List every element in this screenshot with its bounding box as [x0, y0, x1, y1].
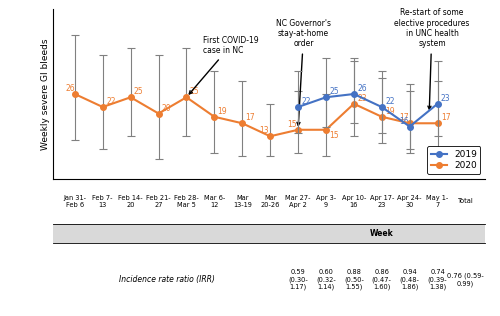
Text: May 1-
7: May 1- 7	[426, 195, 448, 208]
Text: Apr 17-
23: Apr 17- 23	[370, 195, 394, 208]
Text: 15: 15	[330, 131, 339, 140]
Text: 17: 17	[399, 113, 408, 122]
Text: Week: Week	[370, 229, 394, 238]
Text: 22: 22	[385, 97, 394, 106]
Text: NC Governor's
stay-at-home
order: NC Governor's stay-at-home order	[276, 19, 331, 125]
Text: Mar
20-26: Mar 20-26	[260, 195, 280, 208]
Text: Feb 21-
27: Feb 21- 27	[146, 195, 171, 208]
Text: Apr 3-
9: Apr 3- 9	[316, 195, 336, 208]
Text: Mar 27-
Apr 2: Mar 27- Apr 2	[286, 195, 311, 208]
Text: 0.60
(0.32-
1.14): 0.60 (0.32- 1.14)	[316, 269, 336, 290]
Legend: 2019, 2020: 2019, 2020	[427, 146, 480, 174]
Text: 26: 26	[65, 84, 74, 93]
Text: Re-start of some
elective procedures
in UNC health
system: Re-start of some elective procedures in …	[394, 8, 469, 109]
Text: 19: 19	[218, 107, 228, 116]
Text: 15: 15	[288, 120, 297, 129]
Text: 23: 23	[441, 94, 450, 103]
Text: Incidence rate ratio (IRR): Incidence rate ratio (IRR)	[119, 275, 215, 284]
Text: 22: 22	[302, 97, 311, 106]
Text: 17: 17	[441, 113, 450, 122]
Text: 0.76 (0.59-
0.99): 0.76 (0.59- 0.99)	[447, 273, 484, 287]
Text: Mar
13-19: Mar 13-19	[233, 195, 252, 208]
Text: 20: 20	[162, 104, 172, 112]
Text: 17: 17	[246, 113, 255, 122]
Text: 25: 25	[134, 87, 143, 96]
Text: Apr 10-
16: Apr 10- 16	[342, 195, 366, 208]
Text: Jan 31-
Feb 6: Jan 31- Feb 6	[64, 195, 86, 208]
Text: 0.59
(0.30-
1.17): 0.59 (0.30- 1.17)	[288, 269, 308, 290]
Text: Feb 28-
Mar 5: Feb 28- Mar 5	[174, 195, 199, 208]
Text: Total: Total	[458, 198, 473, 204]
Text: 22: 22	[106, 97, 116, 106]
Text: Mar 6-
12: Mar 6- 12	[204, 195, 225, 208]
Text: 0.94
(0.48-
1.86): 0.94 (0.48- 1.86)	[400, 269, 419, 290]
Text: 23: 23	[357, 94, 367, 103]
Text: 19: 19	[385, 107, 394, 116]
Text: 0.88
(0.50-
1.55): 0.88 (0.50- 1.55)	[344, 269, 364, 290]
Y-axis label: Weekly severe GI bleeds: Weekly severe GI bleeds	[40, 38, 50, 150]
Text: 13: 13	[260, 126, 269, 135]
Text: Apr 24-
30: Apr 24- 30	[398, 195, 422, 208]
Text: Feb 14-
20: Feb 14- 20	[118, 195, 143, 208]
Text: 25: 25	[330, 87, 339, 96]
Bar	[52, 224, 485, 243]
Text: 25: 25	[190, 87, 200, 96]
Text: 26: 26	[357, 84, 367, 93]
Text: 16: 16	[399, 117, 408, 125]
Text: 0.74
(0.39-
1.38): 0.74 (0.39- 1.38)	[428, 269, 448, 290]
Text: 0.86
(0.47-
1.60): 0.86 (0.47- 1.60)	[372, 269, 392, 290]
Text: First COVID-19
case in NC: First COVID-19 case in NC	[190, 36, 259, 94]
Text: Feb 7-
13: Feb 7- 13	[92, 195, 113, 208]
